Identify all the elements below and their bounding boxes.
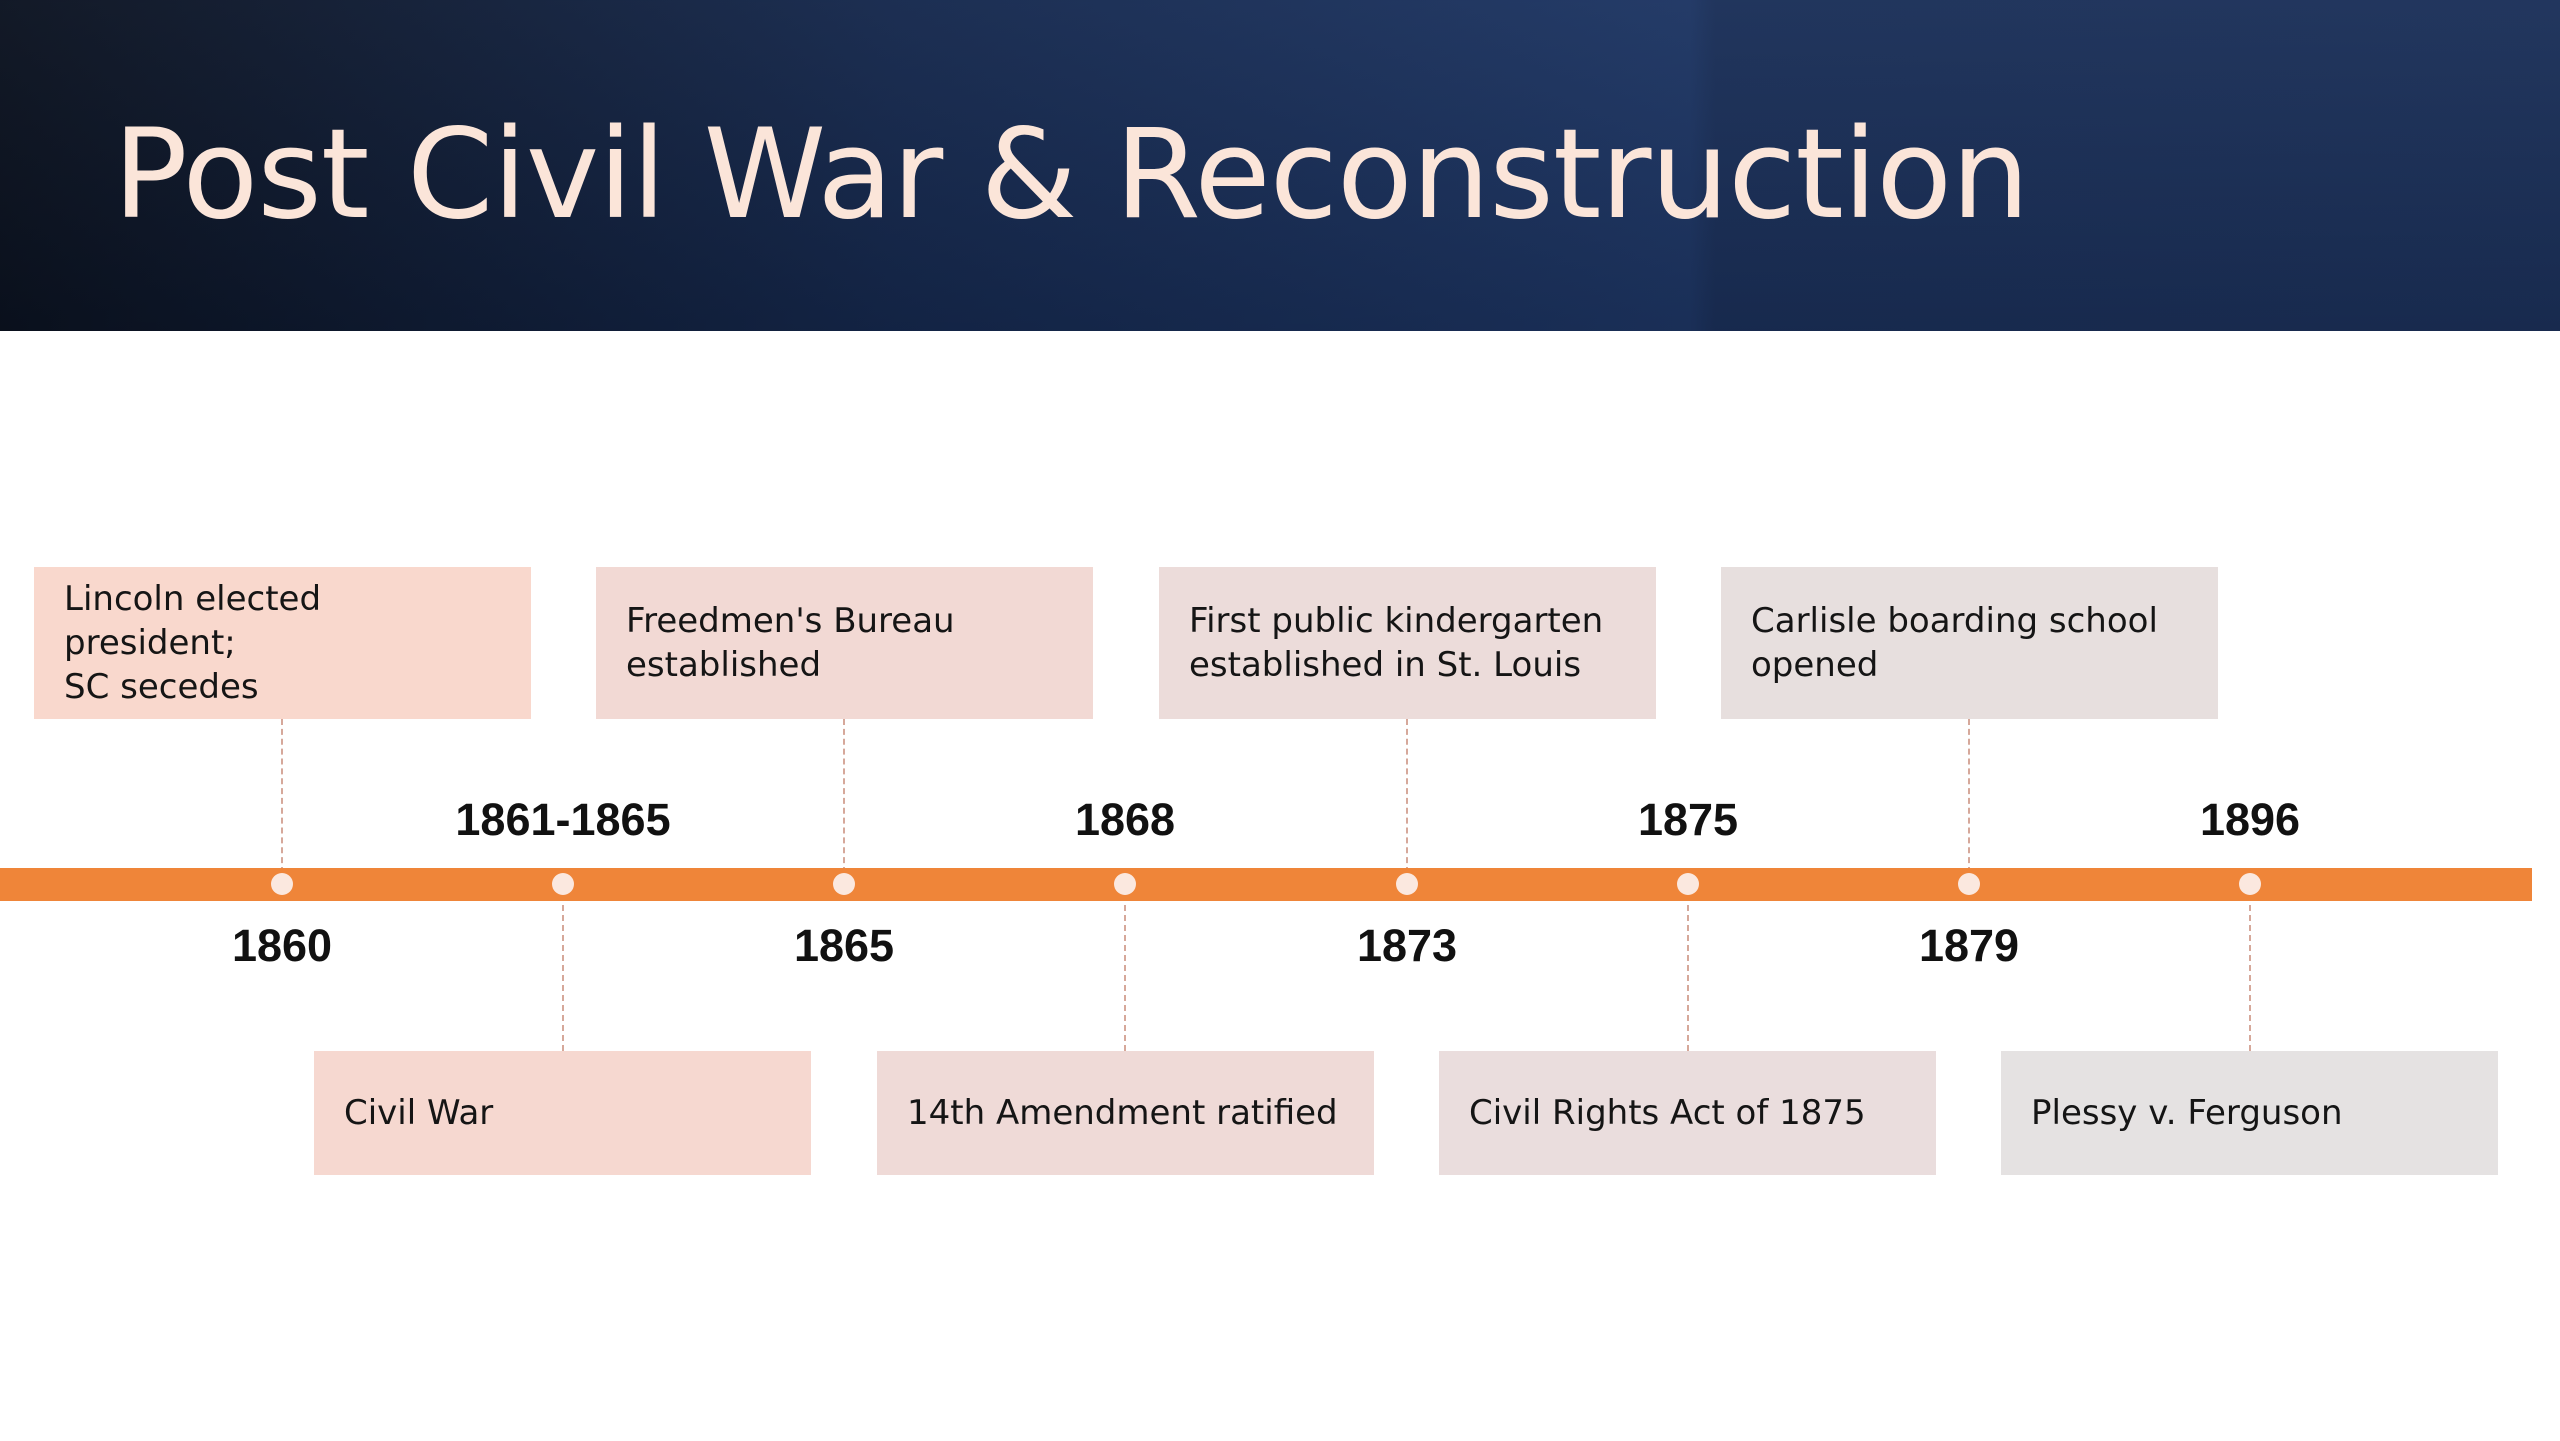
event-text-carlisle: Carlisle boarding school opened <box>1751 601 2158 685</box>
connector-1860 <box>281 719 283 873</box>
marker-1868 <box>1114 873 1136 895</box>
event-box-carlisle: Carlisle boarding school opened <box>1721 567 2218 719</box>
year-label-1861-1865: 1861-1865 <box>455 794 671 845</box>
event-text-freedmens-bureau: Freedmen's Bureau established <box>626 601 955 685</box>
connector-1868 <box>1124 895 1126 1051</box>
marker-1860 <box>271 873 293 895</box>
slide-title: Post Civil War & Reconstruction <box>113 103 2030 247</box>
year-label-1873: 1873 <box>1356 920 1458 971</box>
year-label-1875: 1875 <box>1637 794 1739 845</box>
event-box-freedmens-bureau: Freedmen's Bureau established <box>596 567 1093 719</box>
connector-1873 <box>1406 719 1408 873</box>
marker-1865 <box>833 873 855 895</box>
event-box-civil-war: Civil War <box>314 1051 811 1175</box>
year-label-1860: 1860 <box>231 920 333 971</box>
connector-1865 <box>843 719 845 873</box>
event-box-kindergarten: First public kindergarten established in… <box>1159 567 1656 719</box>
marker-1873 <box>1396 873 1418 895</box>
event-box-plessy: Plessy v. Ferguson <box>2001 1051 2498 1175</box>
event-text-civil-rights-act: Civil Rights Act of 1875 <box>1469 1093 1866 1133</box>
connector-1896 <box>2249 895 2251 1051</box>
event-text-civil-war: Civil War <box>344 1093 494 1133</box>
marker-1875 <box>1677 873 1699 895</box>
connector-1861-1865 <box>562 895 564 1051</box>
connector-1879 <box>1968 719 1970 873</box>
event-box-lincoln: Lincoln elected president; SC secedes <box>34 567 531 719</box>
year-label-1865: 1865 <box>793 920 895 971</box>
event-text-14th-amendment: 14th Amendment ratified <box>907 1093 1338 1133</box>
connector-1875 <box>1687 895 1689 1051</box>
title-banner: Post Civil War & Reconstruction <box>0 0 2560 331</box>
banner-shading <box>0 0 2560 331</box>
year-label-1868: 1868 <box>1074 794 1176 845</box>
event-text-plessy: Plessy v. Ferguson <box>2031 1093 2343 1133</box>
event-box-14th-amendment: 14th Amendment ratified <box>877 1051 1374 1175</box>
timeline-axis <box>0 868 2532 901</box>
marker-1879 <box>1958 873 1980 895</box>
event-text-lincoln: Lincoln elected president; SC secedes <box>64 579 322 707</box>
marker-1896 <box>2239 873 2261 895</box>
year-label-1879: 1879 <box>1918 920 2020 971</box>
year-label-1896: 1896 <box>2199 794 2301 845</box>
marker-1861-1865 <box>552 873 574 895</box>
event-text-kindergarten: First public kindergarten established in… <box>1189 601 1604 685</box>
event-box-civil-rights-act: Civil Rights Act of 1875 <box>1439 1051 1936 1175</box>
